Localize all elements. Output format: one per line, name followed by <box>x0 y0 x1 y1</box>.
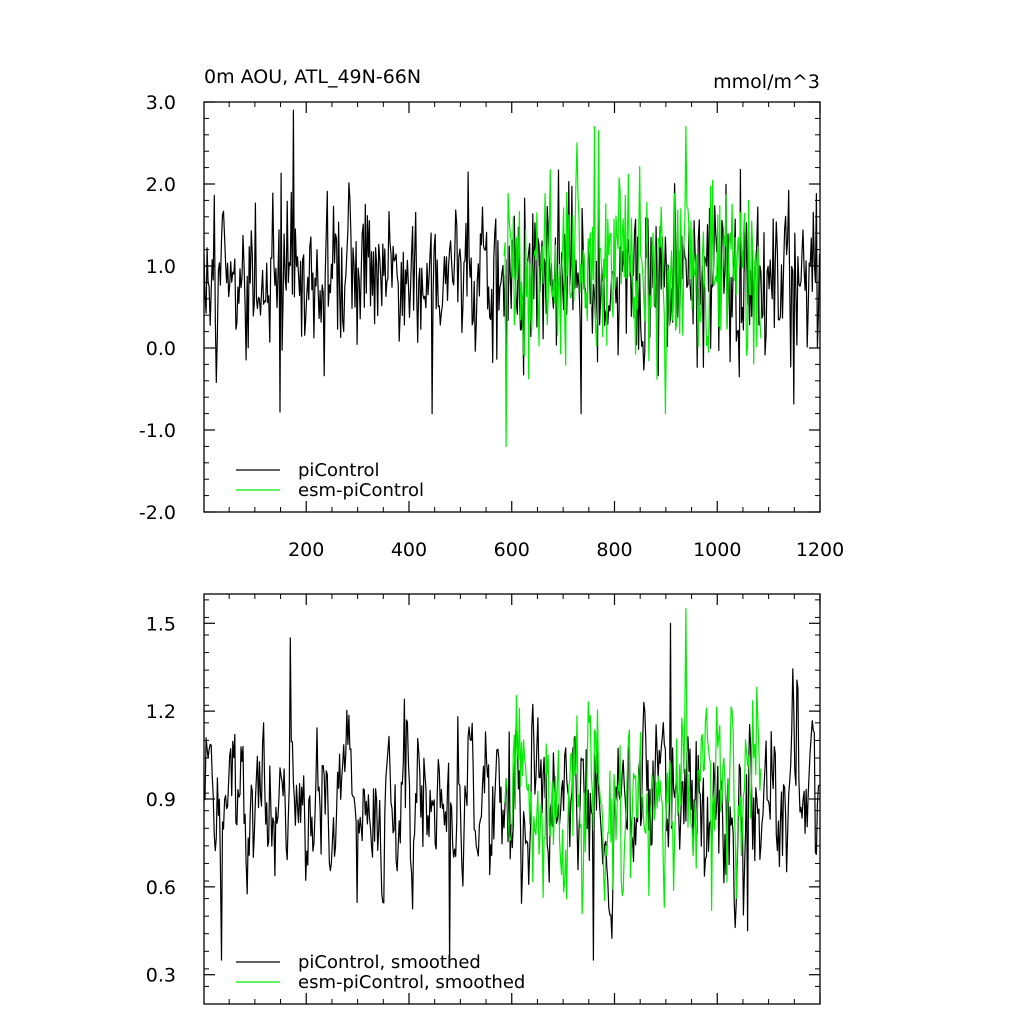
bottom-axis-ticks: 0.3 0.6 0.9 1.2 1.5 <box>146 594 821 1005</box>
bottom-y-tick-label: 0.9 <box>146 789 176 811</box>
top-x-tick-label: 1000 <box>693 539 741 561</box>
bottom-y-tick-label: 1.2 <box>146 701 176 723</box>
legend-label-esm-picontrol-smoothed: esm-piControl, smoothed <box>298 972 525 993</box>
bottom-legend: piControl, smoothed esm-piControl, smoot… <box>236 952 525 993</box>
bottom-series-line-esm-picontrol-smoothed <box>503 608 762 915</box>
top-x-tick-label: 200 <box>288 539 324 561</box>
top-series-group <box>203 109 821 447</box>
bottom-y-tick-label: 1.5 <box>146 613 176 635</box>
top-series-line-esm-picontrol <box>503 126 762 447</box>
top-x-tick-label: 800 <box>596 539 632 561</box>
bottom-plot-frame <box>203 593 821 1005</box>
top-x-tick-label: 1200 <box>796 539 844 561</box>
top-y-tick-label: -2.0 <box>139 502 176 524</box>
top-y-tick-label: 1.0 <box>146 256 176 278</box>
top-chart-title: 0m AOU, ATL_49N-66N <box>204 66 421 88</box>
top-y-tick-label: 0.0 <box>146 338 176 360</box>
bottom-panel: 0.3 0.6 0.9 1.2 1.5 piControl, smoothed esm-… <box>146 593 821 1005</box>
top-x-tick-label: 600 <box>494 539 530 561</box>
bottom-y-tick-label: 0.3 <box>146 965 176 987</box>
bottom-series-line-picontrol-smoothed <box>203 622 820 967</box>
top-panel: 0m AOU, ATL_49N-66N mmol/m^3 -2.0 -1.0 0.0… <box>139 66 844 561</box>
top-plot-frame <box>203 101 821 513</box>
bottom-series-group <box>203 608 820 967</box>
legend-label-picontrol: piControl <box>298 460 380 481</box>
top-axis-ticks: -2.0 -1.0 0.0 1.0 2.0 3.0 200 400 600 800 1000 1200 <box>139 92 844 561</box>
top-y-tick-label: 3.0 <box>146 92 176 114</box>
top-y-tick-label: 2.0 <box>146 174 176 196</box>
top-x-tick-label: 400 <box>391 539 427 561</box>
legend-label-picontrol-smoothed: piControl, smoothed <box>298 952 481 973</box>
bottom-y-tick-label: 0.6 <box>146 877 176 899</box>
top-y-tick-label: -1.0 <box>139 420 176 442</box>
top-chart-units: mmol/m^3 <box>713 71 820 93</box>
legend-label-esm-picontrol: esm-piControl <box>298 480 424 501</box>
top-legend: piControl esm-piControl <box>236 460 424 501</box>
